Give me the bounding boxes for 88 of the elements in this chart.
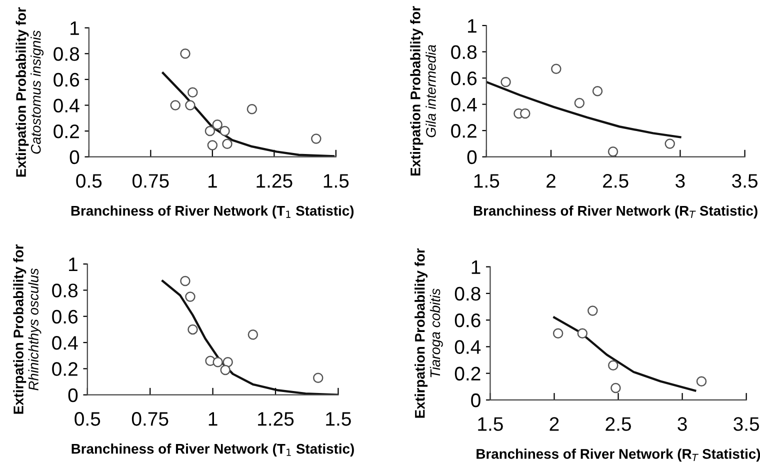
point [170,100,180,110]
point [248,330,258,340]
point [185,292,196,302]
point [577,328,588,339]
point [188,324,198,335]
line-series [486,80,682,138]
point [220,126,230,136]
point [222,138,232,150]
x-tick-label: 3 [676,174,685,188]
y-tick-label: 0.4 [52,336,78,350]
x-tick-label: 0.75 [132,174,169,188]
y-tick-label: 0.8 [52,284,78,298]
y-axis-title: Extirpation Probability for Gila intermedia [410,6,436,176]
point [552,328,564,339]
x-tick-label: 2.5 [603,174,628,188]
point [180,48,190,59]
line-series [553,316,696,392]
point [520,108,530,119]
point [246,104,258,114]
y-tick-label: 0.4 [454,340,481,354]
point [212,119,222,130]
point [610,382,621,394]
y-tick-label: 0.2 [54,124,79,138]
point [204,126,216,136]
y-tick-label: 0.2 [454,366,480,381]
y-tick-label: 0 [68,388,78,402]
y-tick-label: 0.8 [54,47,80,61]
x-tick-label: 1.5 [474,174,500,188]
y-tick-label: 0.8 [451,45,477,60]
x-tick-label: 0.5 [76,174,102,188]
y-tick-label: 0 [70,150,80,164]
point [185,100,196,110]
x-tick-label: 2.5 [606,417,631,431]
x-tick-label: 3.5 [732,174,758,188]
point [188,87,198,98]
x-tick-label: 2 [546,174,556,188]
point [220,364,230,376]
x-tick-label: 0.5 [74,412,100,426]
y-tick-label: 0 [471,393,480,408]
y-tick-label: 1 [472,260,480,274]
y-tick-label: 1 [468,19,476,33]
y-tick-label: 0.2 [451,124,476,138]
x-axis-title: Branchiness of River Network (R$_{T}$ Statistic) [476,448,760,462]
point [207,140,218,150]
point [592,86,603,96]
point [180,276,190,286]
x-axis-title: Branchiness of River Network (T$_{1}$ Statistic) [71,206,354,218]
point [311,134,322,144]
y-tick-label: 1 [69,258,78,272]
x-tick-label: 1.25 [256,174,292,188]
point [608,360,618,370]
point [551,64,562,74]
x-axis-title: Branchiness of River Network (R$_{T}$ Statistic) [474,206,758,218]
point [696,376,707,386]
y-axis-title: Extirpation Probability for Tiaroga cobitis [414,248,443,418]
line-series [162,280,338,395]
y-tick-label: 0.6 [52,310,78,324]
y-tick-label: 0.4 [451,98,477,112]
x-axis-title: Branchiness of River Network (T$_{1}$ Statistic) [72,444,354,456]
point [608,146,618,157]
point [313,372,324,383]
y-tick-label: 0 [467,150,477,164]
x-tick-label: 1.5 [326,412,351,426]
x-tick-label: 1.5 [324,174,349,188]
x-tick-label: 1.25 [258,412,294,426]
line-series [162,72,335,157]
point [222,357,233,368]
y-axis-title: Extirpation Probability for Rhinichthys osculus [13,244,42,414]
x-tick-label: 0.75 [132,412,168,426]
x-tick-label: 2 [550,417,559,431]
y-axis-title: Extirpation Probability for Catostomus insignis [16,7,44,177]
y-tick-label: 0.4 [54,98,80,112]
y-tick-label: 0.6 [454,314,480,328]
point [212,357,223,368]
x-tick-label: 1.5 [478,417,503,431]
x-tick-label: 1 [208,412,218,426]
point [500,76,511,88]
x-tick-label: 3 [678,417,687,431]
x-tick-label: 1 [208,174,217,188]
y-tick-label: 0.8 [454,286,480,301]
point [664,138,675,149]
y-tick-label: 0.2 [52,362,78,376]
x-tick-label: 3.5 [734,417,760,431]
y-tick-label: 1 [70,22,79,35]
point [588,306,598,316]
y-tick-label: 0.6 [451,72,477,86]
point [574,98,585,108]
y-tick-label: 0.6 [54,72,80,87]
